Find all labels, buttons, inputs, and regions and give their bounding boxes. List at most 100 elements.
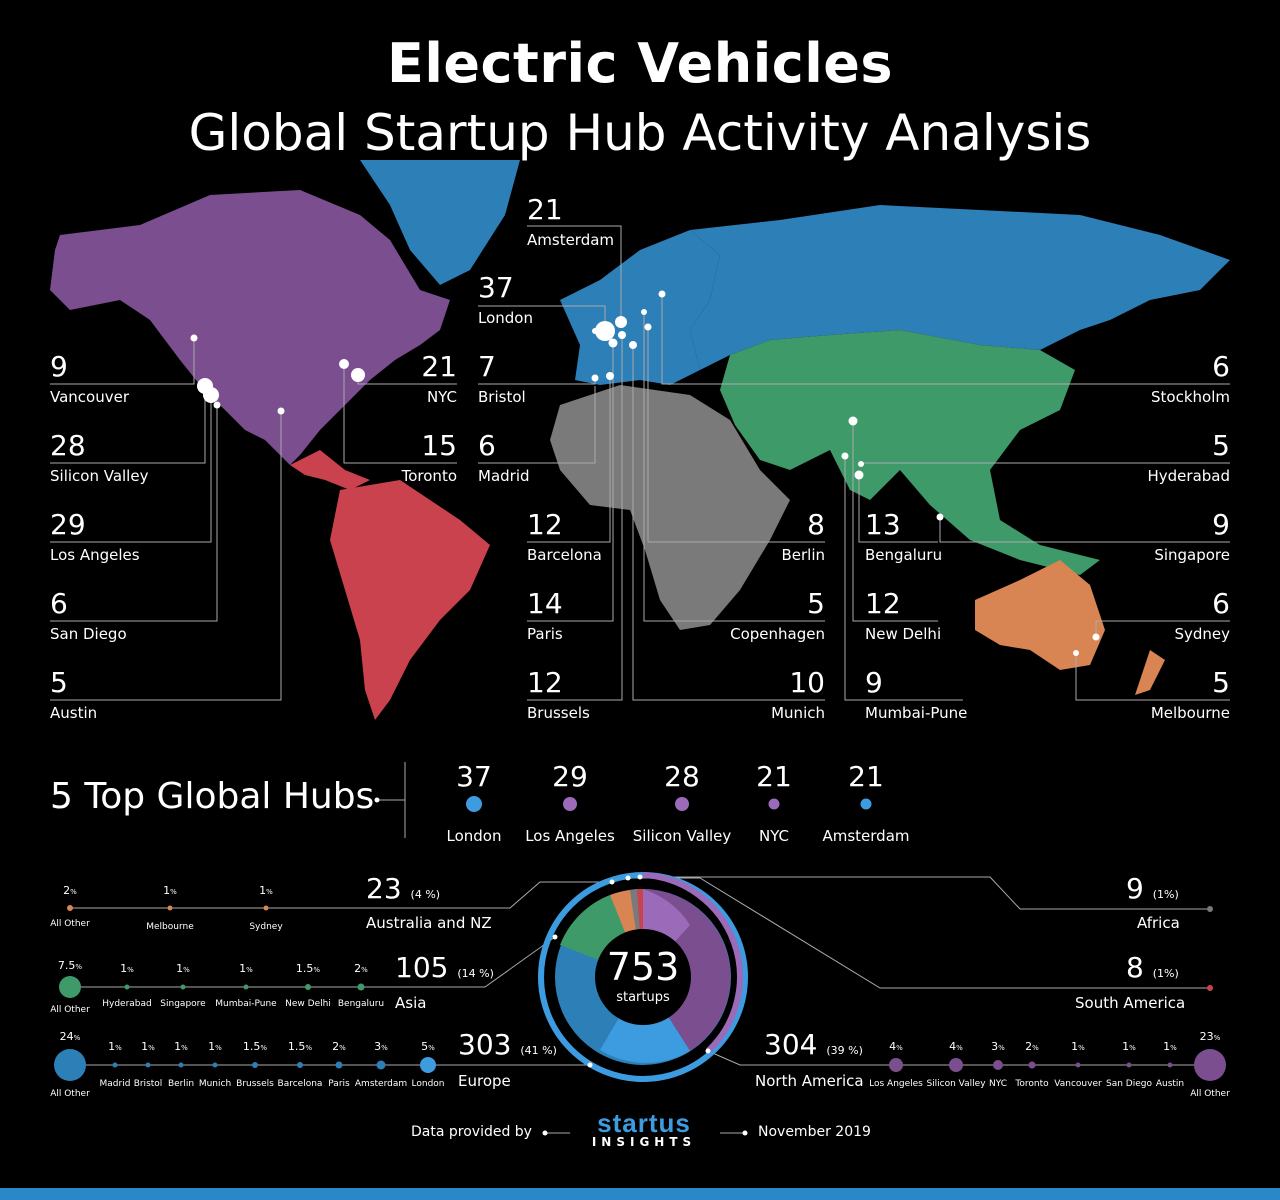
city-label: Madrid xyxy=(99,1079,131,1089)
leader-lines xyxy=(50,225,1230,701)
city-label: Barcelona xyxy=(277,1079,323,1089)
hub-label: 9 Vancouver xyxy=(50,350,129,407)
city-label: New Delhi xyxy=(285,999,331,1009)
total-startups-label: startups xyxy=(616,990,670,1005)
dot-copenhagen xyxy=(641,309,647,315)
hub-label: 12 New Delhi xyxy=(865,587,942,644)
hub-label: 9 Singapore xyxy=(1154,508,1230,565)
hub-label: 6 San Diego xyxy=(50,587,127,644)
city-label: Silicon Valley xyxy=(926,1079,986,1089)
dot-mumbai-pune xyxy=(841,452,849,460)
dot-paris xyxy=(608,338,618,348)
russia-shape xyxy=(690,205,1230,370)
city-label: Bengaluru xyxy=(337,999,385,1009)
europe-shape xyxy=(560,230,720,385)
top-hubs-title: 5 Top Global Hubs xyxy=(50,776,375,817)
city-label: Toronto xyxy=(1015,1079,1049,1089)
south-america-label: South America xyxy=(1075,994,1186,1012)
pct-label: 4% xyxy=(949,1040,963,1053)
hub-label: 13 Bengaluru xyxy=(865,508,943,565)
city-label: Singapore xyxy=(160,999,206,1009)
city-label: All Other xyxy=(50,1005,90,1015)
dot-london xyxy=(595,321,615,341)
oceania-count: 23 (4 %) xyxy=(366,872,441,905)
central-america-shape xyxy=(290,450,370,490)
city-label: London xyxy=(411,1079,445,1089)
pct-label: 1% xyxy=(120,962,134,975)
greenland-shape xyxy=(360,160,520,285)
pct-label: 2% xyxy=(63,884,77,897)
city-label: Melbourne xyxy=(146,922,194,932)
pct-label: 24% xyxy=(59,1030,81,1043)
top-hub: 29 Los Angeles xyxy=(525,760,615,845)
pct-label: 1% xyxy=(163,884,177,897)
new-zealand-shape xyxy=(1135,650,1165,695)
africa-count: 9 (1%) xyxy=(1126,872,1179,905)
hub-label: 5 Hyderabad xyxy=(1147,429,1231,486)
city-label: Bristol xyxy=(133,1079,163,1089)
europe-label: Europe xyxy=(458,1072,511,1090)
asia-shape xyxy=(720,330,1100,575)
asia-dots xyxy=(59,976,365,998)
hub-label: 14 Paris xyxy=(527,587,563,644)
europe-count: 303 (41 %) xyxy=(458,1028,557,1061)
pct-label: 2% xyxy=(354,962,368,975)
hub-label: 28 Silicon Valley xyxy=(50,429,149,486)
top-dot-los-angeles xyxy=(563,797,577,811)
city-label: Sydney xyxy=(249,922,283,932)
hub-label: 21 NYC xyxy=(421,350,457,407)
breakdown-lines xyxy=(70,876,1210,1066)
dot-sydney xyxy=(1092,633,1100,641)
hub-label: 6 Stockholm xyxy=(1151,350,1230,407)
pct-label: 2% xyxy=(332,1040,346,1053)
pct-label: 1% xyxy=(239,962,253,975)
hub-label: 8 Berlin xyxy=(781,508,825,565)
city-label: Brussels xyxy=(236,1079,274,1089)
hub-dots xyxy=(190,290,1100,656)
pct-label: 1% xyxy=(1163,1040,1177,1053)
startup-donut xyxy=(538,872,748,1082)
oceania-dots xyxy=(67,905,269,911)
dot-stockholm xyxy=(658,290,666,298)
top-hub: 21 NYC xyxy=(756,760,792,845)
city-label: All Other xyxy=(1190,1089,1230,1099)
city-label: Amsterdam xyxy=(354,1079,408,1089)
pct-label: 1.5% xyxy=(287,1040,313,1053)
hub-label: 9 Mumbai-Pune xyxy=(865,666,968,723)
africa-label: Africa xyxy=(1137,914,1180,932)
page-title: Electric Vehicles xyxy=(387,32,893,95)
total-startups-number: 753 xyxy=(606,945,680,989)
hub-label: 37 London xyxy=(478,271,533,328)
pct-label: 1% xyxy=(208,1040,222,1053)
hub-label: 15 Toronto xyxy=(401,429,457,486)
hub-label: 10 Munich xyxy=(771,666,825,723)
pct-label: 3% xyxy=(374,1040,388,1053)
city-label: Mumbai-Pune xyxy=(215,999,277,1009)
pct-label: 4% xyxy=(889,1040,903,1053)
australia-shape xyxy=(975,560,1105,670)
pct-label: 1.5% xyxy=(295,962,321,975)
pct-label: 23% xyxy=(1199,1030,1221,1043)
city-label: All Other xyxy=(50,919,90,929)
top-dot-london xyxy=(466,796,482,812)
page-subtitle: Global Startup Hub Activity Analysis xyxy=(188,104,1092,162)
hub-label: 7 Bristol xyxy=(478,350,526,407)
pct-label: 1% xyxy=(174,1040,188,1053)
south-america-shape xyxy=(330,480,490,720)
hub-label: 21 Amsterdam xyxy=(527,193,615,250)
pct-label: 1% xyxy=(259,884,273,897)
pct-label: 1% xyxy=(141,1040,155,1053)
north-america-count: 304 (39 %) xyxy=(764,1028,863,1061)
top-dot-silicon-valley xyxy=(675,797,689,811)
pct-label: 1% xyxy=(1122,1040,1136,1053)
city-label: San Diego xyxy=(1106,1079,1152,1089)
pct-label: 1% xyxy=(1071,1040,1085,1053)
dot-barcelona xyxy=(606,372,614,380)
city-label: Munich xyxy=(198,1079,232,1089)
europe-dots xyxy=(54,1049,436,1081)
hub-label: 5 Copenhagen xyxy=(730,587,825,644)
top-dot-amsterdam xyxy=(860,798,872,810)
pct-label: 5% xyxy=(421,1040,435,1053)
city-label: Berlin xyxy=(167,1079,195,1089)
hub-label: 6 Sydney xyxy=(1174,587,1230,644)
